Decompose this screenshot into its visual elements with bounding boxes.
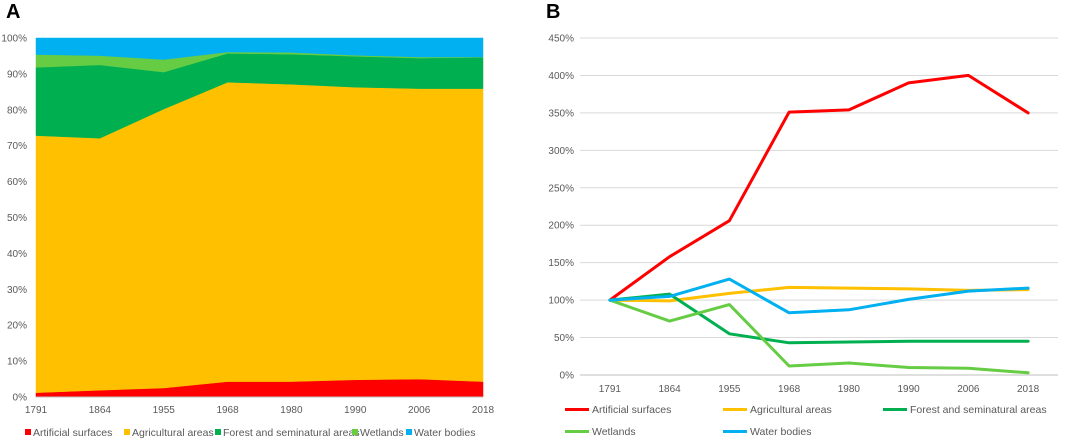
y-tick-label: 250% [548, 183, 574, 194]
x-tick-label: 1791 [599, 384, 622, 395]
legend-swatch [406, 429, 412, 435]
y-axis-ticks: 0% 50% 100% 150% 200% 250% 300% 350% 400% 450% [548, 34, 574, 382]
x-tick-label: 1990 [344, 405, 367, 416]
x-tick-label: 1864 [659, 384, 682, 395]
x-tick-label: 2018 [1017, 384, 1040, 395]
legend-label: Water bodies [750, 426, 811, 438]
legend-item-agricultural-areas: Agricultural areas [723, 404, 832, 416]
y-tick-label: 200% [548, 221, 574, 232]
panel-a-label: A [6, 1, 20, 23]
y-tick-label: 100% [548, 296, 574, 307]
y-tick-label: 50% [7, 213, 27, 224]
x-tick-label: 1791 [25, 405, 48, 416]
legend-item-artificial-surfaces: Artificial surfaces [25, 427, 112, 439]
legend-swatch [124, 429, 130, 435]
line-wetlands [608, 298, 1030, 375]
stacked-area-chart: 0% 10% 20% 30% 40% 50% 60% 70% 80% 90% 100% 1791 18… [1, 34, 494, 440]
line-series-group [608, 73, 1030, 375]
y-tick-label: 60% [7, 177, 27, 188]
x-axis-ticks: 1791 1864 1955 1968 1980 1990 2006 2018 [599, 384, 1040, 395]
y-tick-label: 0% [560, 371, 575, 382]
legend-label: Artificial surfaces [592, 404, 671, 416]
y-tick-label: 70% [7, 141, 27, 152]
legend-item-forest-and-seminatural-areas: Forest and seminatural areas [215, 427, 360, 439]
legend-label: Wetlands [592, 426, 636, 438]
x-tick-label: 1990 [898, 384, 921, 395]
legend-item-water-bodies: Water bodies [723, 426, 811, 438]
y-tick-label: 450% [548, 34, 574, 45]
y-axis-ticks: 0% 10% 20% 30% 40% 50% 60% 70% 80% 90% 100% [1, 34, 27, 404]
legend-label: Water bodies [414, 427, 475, 439]
y-tick-label: 150% [548, 258, 574, 269]
panel-b-label: B [546, 1, 560, 23]
line-forest-and-seminatural-areas [608, 292, 1030, 345]
area-water-bodies [35, 37, 484, 60]
legend-item-water-bodies: Water bodies [406, 427, 475, 439]
line-chart: 0% 50% 100% 150% 200% 250% 300% 350% 400% 450% 17… [548, 34, 1058, 438]
legend-label: Forest and seminatural areas [910, 404, 1047, 416]
y-tick-label: 80% [7, 105, 27, 116]
y-tick-label: 10% [7, 357, 27, 368]
legend-label: Agricultural areas [132, 427, 214, 439]
y-tick-label: 40% [7, 249, 27, 260]
legend-item-forest-and-seminatural-areas: Forest and seminatural areas [883, 404, 1047, 416]
line-artificial-surfaces [608, 73, 1030, 302]
x-tick-label: 1864 [89, 405, 112, 416]
x-tick-label: 1980 [280, 405, 303, 416]
y-tick-label: 350% [548, 108, 574, 119]
x-tick-label: 2018 [472, 405, 495, 416]
y-tick-label: 50% [554, 333, 574, 344]
x-tick-label: 1980 [838, 384, 861, 395]
legend-item-agricultural-areas: Agricultural areas [124, 427, 214, 439]
y-tick-label: 0% [13, 393, 28, 404]
y-tick-label: 300% [548, 146, 574, 157]
gridlines [580, 37, 1058, 376]
y-tick-label: 90% [7, 69, 27, 80]
legend-item-wetlands: Wetlands [565, 426, 636, 438]
legend-label: Forest and seminatural areas [223, 427, 360, 439]
x-axis-ticks: 1791 1864 1955 1968 1980 1990 2006 2018 [25, 405, 495, 416]
x-tick-label: 2006 [957, 384, 980, 395]
line-water-bodies [608, 277, 1030, 315]
area-series-group [35, 37, 484, 398]
legend-a: Artificial surfaces Agricultural areas For… [25, 427, 475, 439]
legend-swatch [352, 429, 358, 435]
x-tick-label: 1955 [153, 405, 176, 416]
legend-item-artificial-surfaces: Artificial surfaces [565, 404, 671, 416]
legend-b: Artificial surfaces Agricultural areas For… [565, 404, 1047, 438]
legend-item-wetlands: Wetlands [352, 427, 404, 439]
legend-swatch [25, 429, 31, 435]
legend-label: Artificial surfaces [33, 427, 112, 439]
y-tick-label: 100% [1, 34, 27, 45]
y-tick-label: 20% [7, 321, 27, 332]
y-tick-label: 30% [7, 285, 27, 296]
legend-label: Agricultural areas [750, 404, 832, 416]
legend-label: Wetlands [360, 427, 404, 439]
x-tick-label: 1968 [216, 405, 239, 416]
x-tick-label: 2006 [408, 405, 431, 416]
x-tick-label: 1955 [718, 384, 741, 395]
legend-swatch [215, 429, 221, 435]
x-tick-label: 1968 [778, 384, 801, 395]
y-tick-label: 400% [548, 71, 574, 82]
